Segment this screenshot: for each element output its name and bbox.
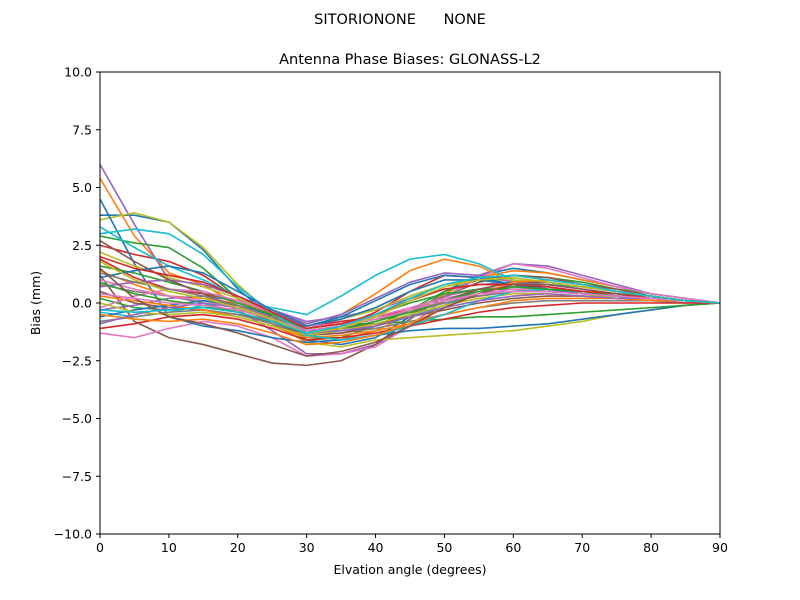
x-tick-label: 10: [161, 540, 177, 555]
series-line-37: [99, 290, 721, 332]
x-tick-label: 0: [96, 540, 104, 555]
figure-suptitle: SITORIONONE NONE: [314, 12, 486, 28]
series-line-36: [99, 267, 721, 357]
x-tick-label: 80: [643, 540, 659, 555]
y-tick-label: 7.5: [72, 122, 92, 137]
y-axis-label: Bias (mm): [28, 271, 43, 335]
x-tick-label: 40: [368, 540, 384, 555]
series-layer: [99, 164, 721, 367]
y-tick-label: 0.0: [72, 296, 92, 311]
series-line-11: [99, 198, 721, 344]
y-tick-label: 10.0: [64, 65, 92, 80]
x-tick-label: 50: [436, 540, 452, 555]
y-tick-label: 5.0: [72, 180, 92, 195]
y-tick-label: −7.5: [62, 469, 92, 484]
series-line-6: [99, 274, 721, 367]
series-line-35: [99, 292, 721, 334]
x-axis-label: Elvation angle (degrees): [333, 562, 486, 577]
x-tick-label: 60: [505, 540, 521, 555]
y-tick-label: −10.0: [54, 527, 92, 542]
y-axis: 10.0 7.5 5.0 2.5 0.0 −2.5 −5.0 −7.5 −10.0: [54, 65, 100, 542]
y-tick-label: −5.0: [62, 411, 92, 426]
y-tick-label: −2.5: [62, 353, 92, 368]
x-axis: 0 10 20 30 40 50 60 70 80 90: [96, 534, 728, 555]
x-tick-label: 90: [712, 540, 728, 555]
y-tick-label: 2.5: [72, 238, 92, 253]
x-tick-label: 30: [299, 540, 315, 555]
chart-title: Antenna Phase Biases: GLONASS-L2: [279, 52, 541, 68]
x-tick-label: 70: [574, 540, 590, 555]
x-tick-label: 20: [230, 540, 246, 555]
series-line-39: [99, 274, 721, 334]
